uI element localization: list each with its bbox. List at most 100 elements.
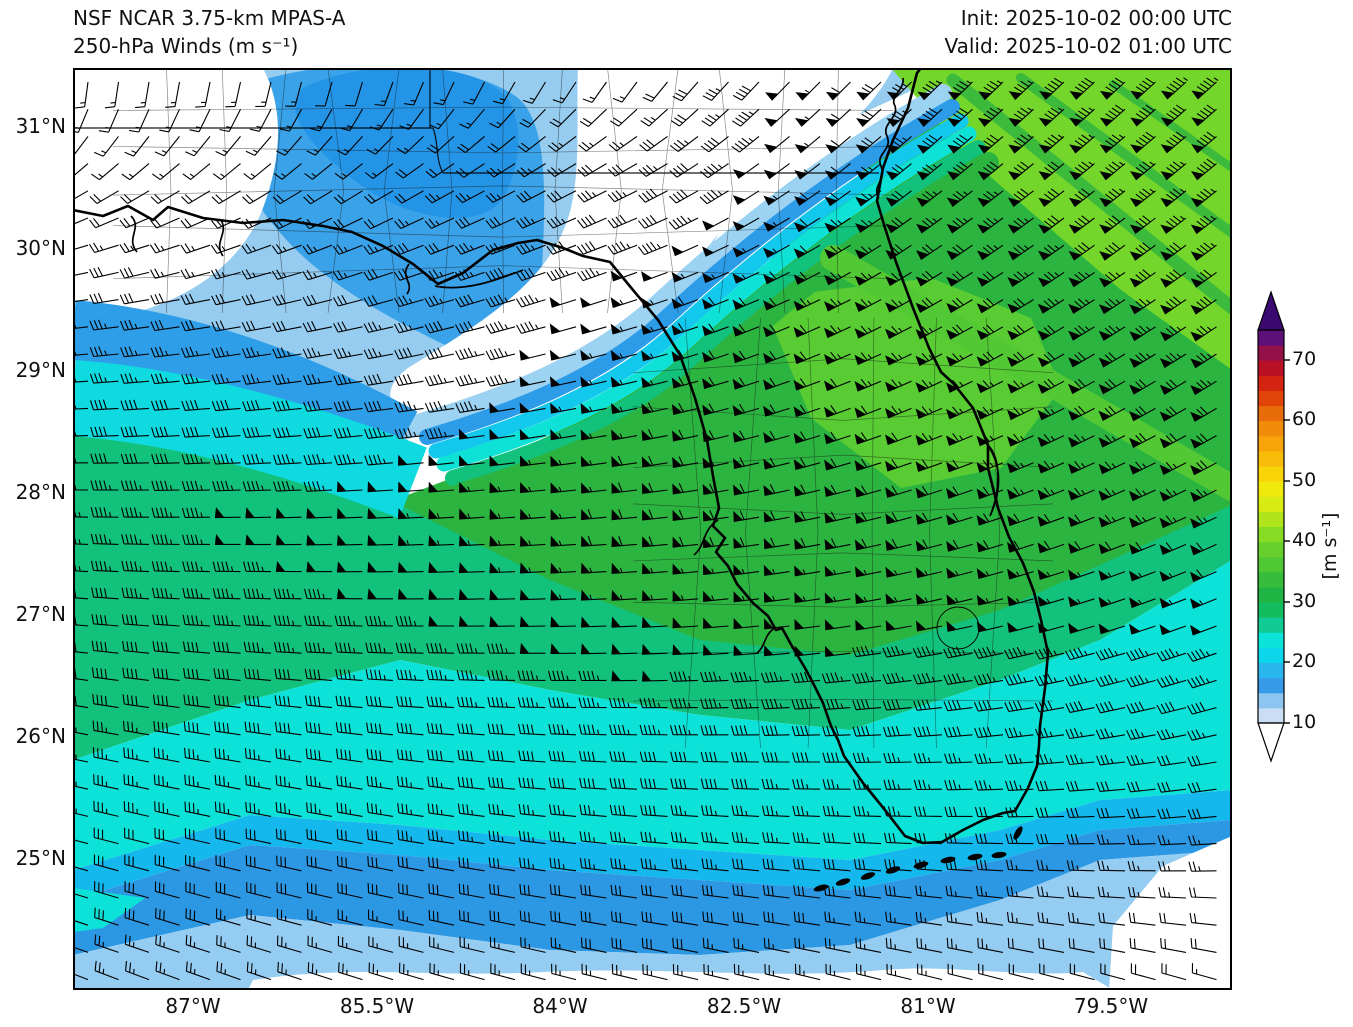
wind-barb	[363, 295, 394, 307]
wind-barb	[336, 481, 363, 492]
wind-barb	[977, 190, 1004, 208]
wind-barb	[1129, 623, 1156, 635]
wind-barb	[916, 134, 943, 154]
wind-barb	[517, 135, 546, 153]
wind-barb	[946, 217, 973, 234]
wind-barb	[181, 399, 211, 411]
wind-barb	[1129, 161, 1156, 181]
wind-barb	[854, 911, 882, 926]
wind-barb	[73, 323, 89, 330]
wind-barb	[1129, 242, 1156, 261]
wind-barb	[885, 352, 912, 366]
wind-barb	[975, 833, 1004, 845]
wind-barb	[275, 561, 302, 573]
wind-barb	[885, 432, 912, 446]
wind-barb	[272, 294, 302, 306]
wind-barb	[855, 592, 882, 604]
wind-barb	[121, 507, 150, 518]
wind-barb	[1126, 701, 1156, 714]
wind-barb	[733, 483, 760, 496]
wind-barb	[463, 81, 485, 105]
lon-tick-label: 81°W	[900, 994, 956, 1018]
wind-barb	[519, 884, 546, 899]
wind-barb	[730, 698, 760, 710]
wind-barb	[1190, 188, 1217, 208]
wind-barb	[853, 859, 882, 872]
wind-barb	[1187, 701, 1217, 715]
wind-barb	[214, 507, 241, 519]
wind-barb	[700, 698, 729, 709]
wind-barb	[946, 353, 973, 367]
wind-barb	[824, 484, 851, 497]
wind-barb	[1187, 755, 1217, 767]
wind-barb	[764, 135, 790, 154]
wind-barb	[824, 244, 851, 259]
wind-barb	[549, 323, 577, 335]
wind-barb	[669, 189, 699, 204]
wind-barb	[394, 400, 424, 413]
wind-barb	[639, 778, 668, 790]
wind-barb	[1004, 673, 1034, 686]
wind-barb	[488, 857, 516, 872]
wind-barb	[913, 779, 943, 791]
wind-barb	[1156, 648, 1187, 662]
wind-barb	[181, 373, 211, 385]
wind-barb	[1095, 647, 1126, 661]
florida-keys-island	[940, 856, 956, 864]
wind-barb	[976, 540, 1004, 553]
wind-barb	[1156, 675, 1187, 688]
wind-barb	[885, 512, 912, 525]
wind-barb	[669, 163, 699, 178]
wind-barb	[792, 779, 821, 790]
wind-barb	[1161, 963, 1187, 981]
wind-barb	[73, 695, 89, 709]
wind-barb	[763, 937, 790, 953]
wind-barb	[1129, 406, 1156, 422]
wind-barb	[1068, 569, 1095, 581]
wind-barb	[1036, 860, 1065, 872]
wind-barb	[184, 801, 211, 817]
wind-barb	[640, 831, 668, 845]
wind-barb	[1035, 807, 1065, 818]
wind-barb	[363, 217, 394, 230]
wind-barb	[1129, 938, 1156, 953]
wind-barb	[395, 642, 424, 654]
wind-barb	[302, 244, 333, 255]
wind-barb	[791, 725, 821, 737]
wind-barb	[519, 616, 546, 628]
wind-barb	[824, 937, 851, 953]
wind-barb	[763, 217, 790, 232]
wind-barb	[763, 190, 790, 206]
wind-barb	[242, 400, 272, 412]
wind-barb	[73, 350, 89, 356]
state-borders	[73, 68, 879, 174]
wind-barb	[642, 81, 668, 102]
wind-barb	[550, 402, 577, 414]
colorbar-tick-label: 60	[1292, 408, 1317, 430]
wind-barb	[93, 800, 119, 817]
wind-barb	[916, 217, 943, 234]
wind-barb	[394, 217, 424, 229]
wind-barb	[546, 216, 577, 229]
wind-barb	[154, 801, 180, 817]
wind-barb	[611, 509, 638, 521]
wind-barb	[1034, 700, 1065, 713]
colorbar-segment	[1258, 632, 1284, 648]
wind-barb	[672, 81, 699, 102]
wind-barb	[366, 136, 394, 155]
wind-barb	[487, 723, 516, 736]
wind-barb	[824, 271, 851, 286]
wind-barb	[155, 934, 180, 953]
wind-barb	[1159, 296, 1187, 315]
wind-barb	[882, 672, 912, 685]
wind-barb	[336, 588, 363, 600]
wind-barb	[610, 350, 638, 361]
wind-barb	[367, 882, 394, 899]
wind-barb	[91, 163, 119, 181]
wind-barb	[485, 242, 516, 255]
wind-barb	[1098, 912, 1126, 926]
wind-barb	[882, 699, 912, 711]
wind-barb	[854, 217, 882, 233]
wind-barb	[93, 881, 119, 899]
colorbar-segment	[1258, 511, 1284, 527]
